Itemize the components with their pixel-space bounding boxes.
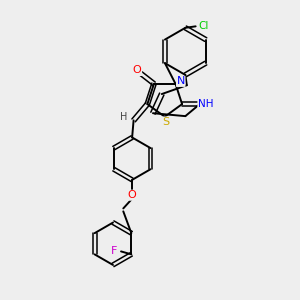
Text: O: O [133,65,142,76]
Text: O: O [128,190,136,200]
Text: Cl: Cl [198,21,209,31]
Text: NH: NH [198,99,213,109]
Text: S: S [163,117,170,127]
Text: N: N [177,76,185,86]
Text: H: H [121,112,128,122]
Text: F: F [111,246,118,256]
